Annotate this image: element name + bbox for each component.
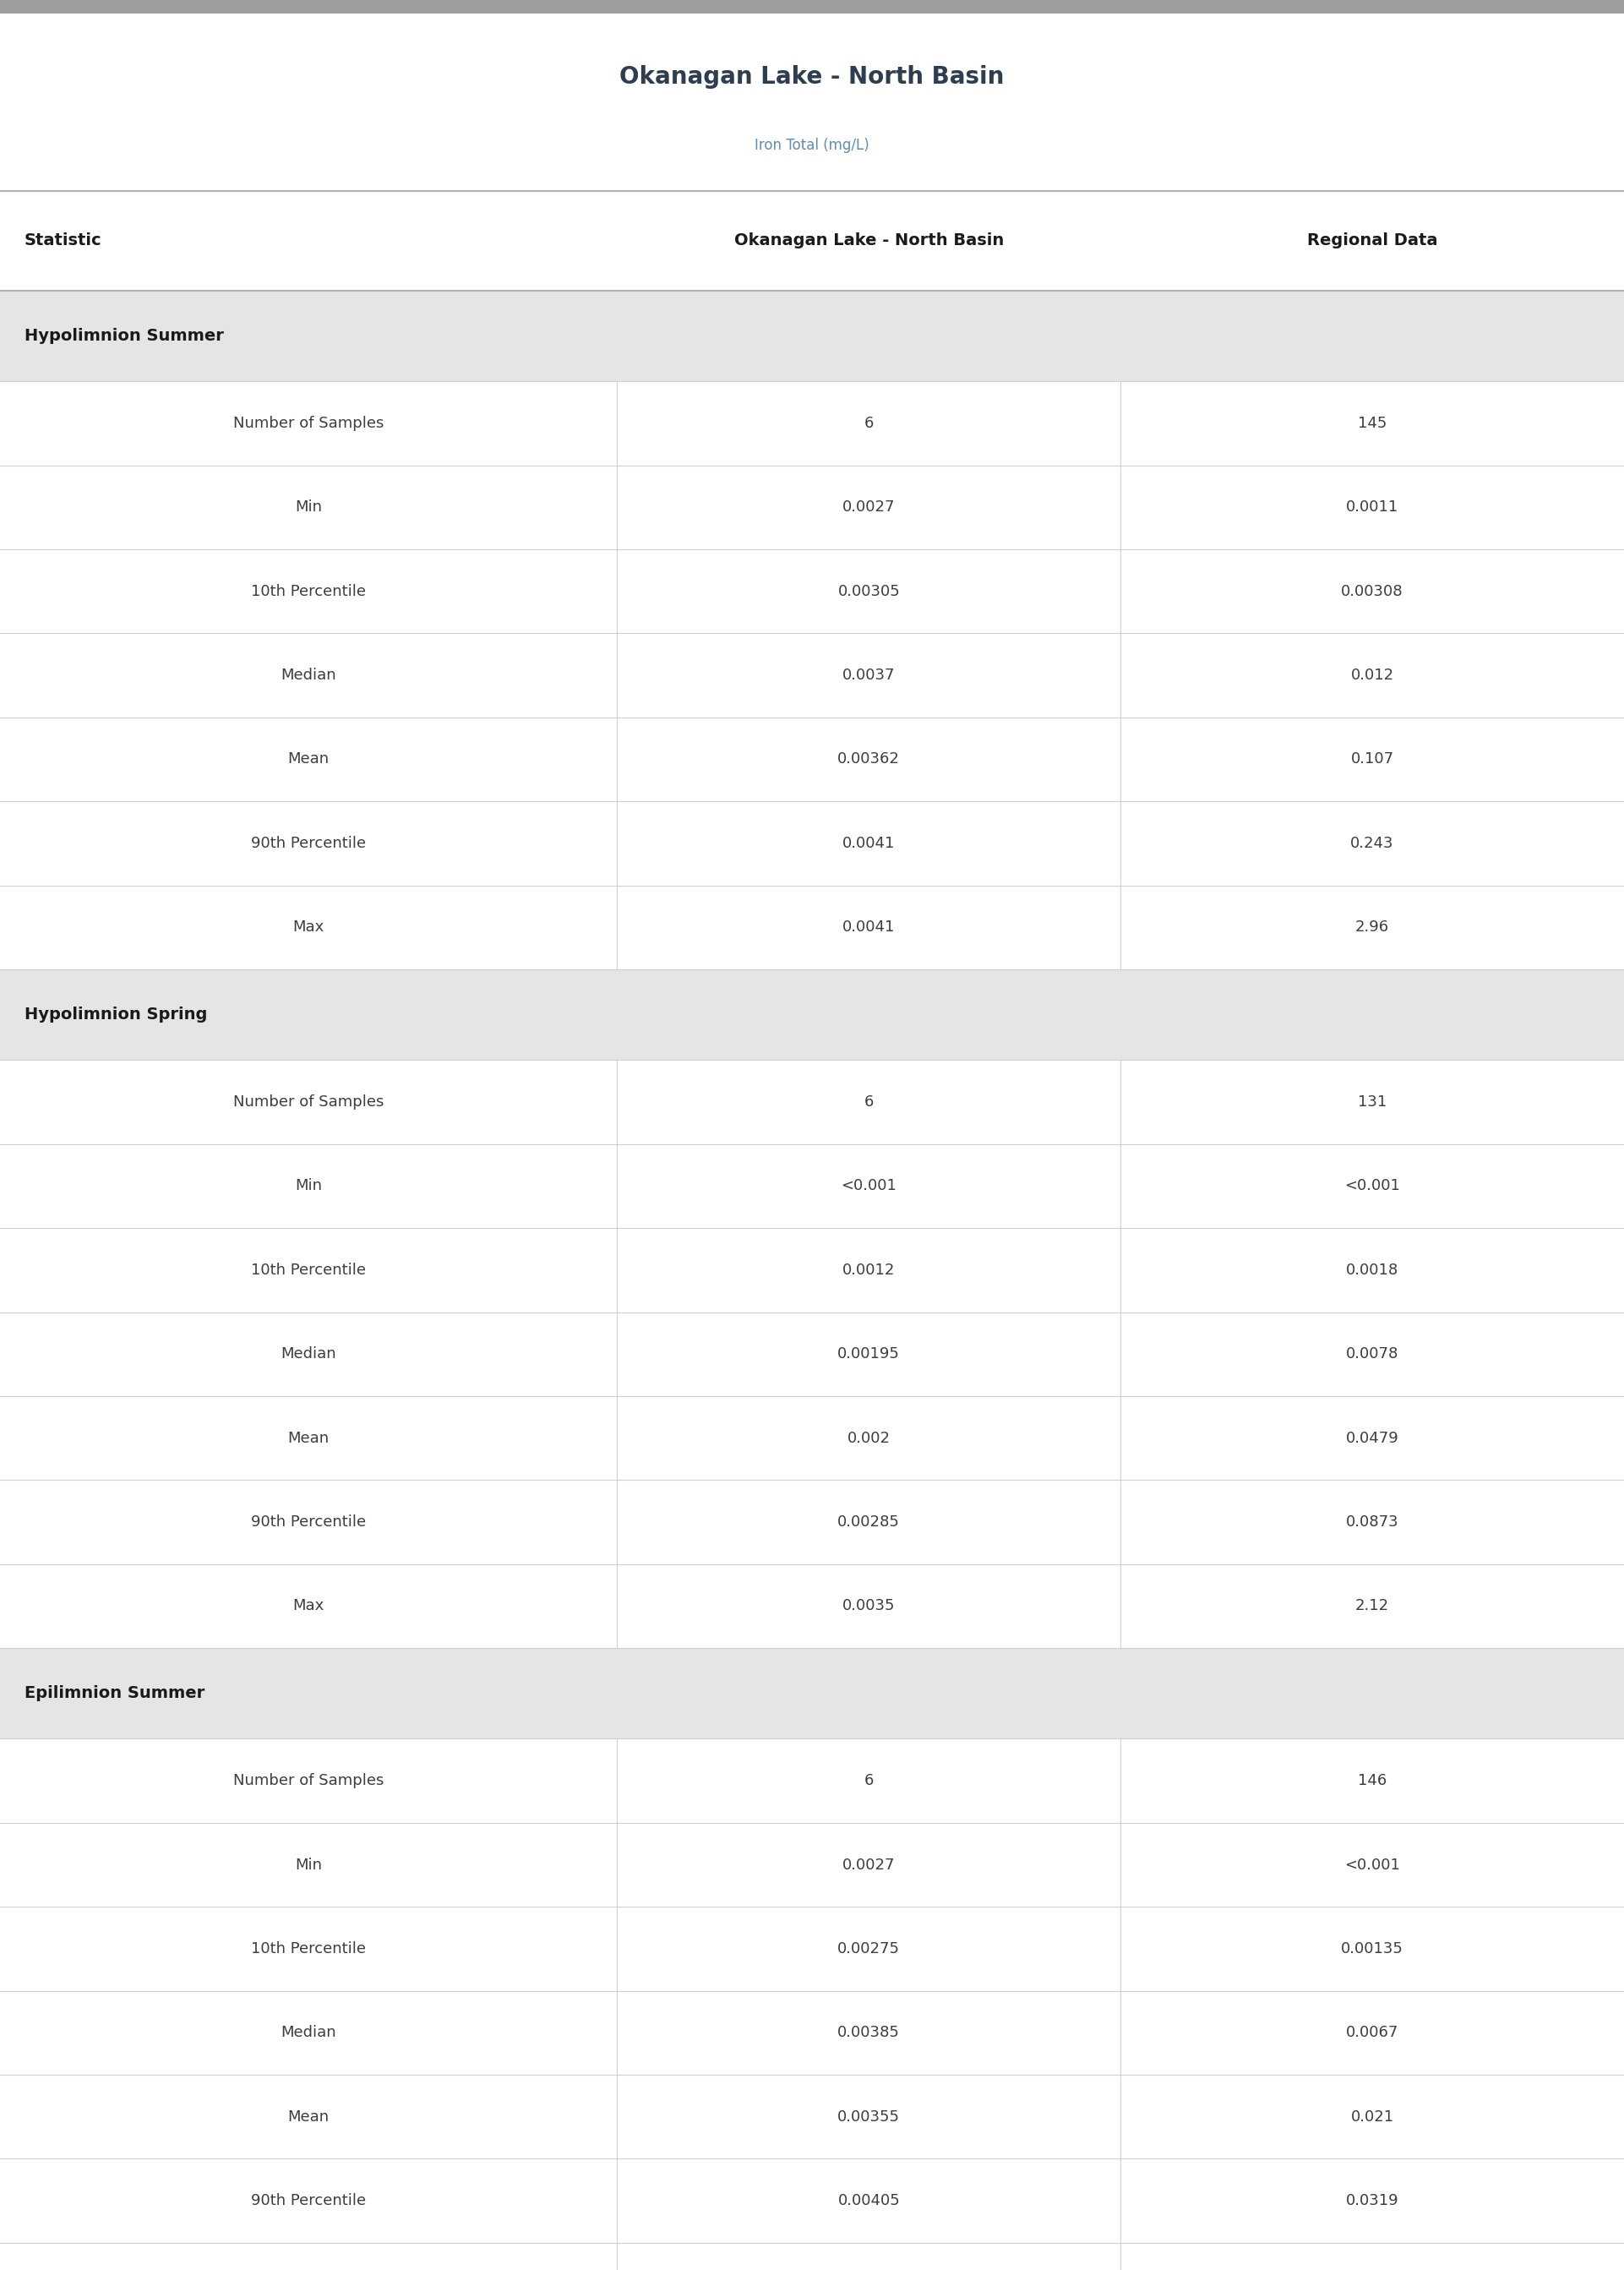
Text: 0.002: 0.002 [848, 1430, 890, 1446]
Text: Max: Max [292, 1598, 325, 1614]
Text: 6: 6 [864, 1773, 874, 1789]
Text: Okanagan Lake - North Basin: Okanagan Lake - North Basin [734, 232, 1004, 250]
Text: 2.12: 2.12 [1356, 1598, 1389, 1614]
Text: 0.0012: 0.0012 [843, 1262, 895, 1278]
Text: 6: 6 [864, 415, 874, 431]
Text: 6: 6 [864, 1094, 874, 1110]
Text: 0.00305: 0.00305 [838, 583, 900, 599]
Text: 0.0479: 0.0479 [1346, 1430, 1398, 1446]
Text: Mean: Mean [287, 751, 330, 767]
Text: <0.001: <0.001 [1345, 1178, 1400, 1194]
Text: Min: Min [296, 1178, 322, 1194]
Text: Regional Data: Regional Data [1307, 232, 1437, 250]
Text: Epilimnion Summer: Epilimnion Summer [24, 1684, 205, 1702]
Text: Median: Median [281, 2025, 336, 2041]
Text: 145: 145 [1358, 415, 1387, 431]
Text: 10th Percentile: 10th Percentile [252, 1262, 365, 1278]
Text: 0.243: 0.243 [1351, 835, 1393, 851]
Text: 0.00135: 0.00135 [1341, 1941, 1403, 1957]
Text: <0.001: <0.001 [1345, 1857, 1400, 1873]
Text: 10th Percentile: 10th Percentile [252, 583, 365, 599]
Text: 0.0027: 0.0027 [843, 499, 895, 515]
Text: <0.001: <0.001 [841, 1178, 896, 1194]
Text: Max: Max [292, 919, 325, 935]
Text: Min: Min [296, 499, 322, 515]
Text: 0.00385: 0.00385 [838, 2025, 900, 2041]
Text: 0.0041: 0.0041 [843, 835, 895, 851]
Text: 0.107: 0.107 [1351, 751, 1393, 767]
Text: 0.0873: 0.0873 [1346, 1514, 1398, 1530]
Bar [0, 0, 1624, 14]
Text: Mean: Mean [287, 1430, 330, 1446]
Text: 0.012: 0.012 [1351, 667, 1393, 683]
Text: 0.00195: 0.00195 [838, 1346, 900, 1362]
Text: Statistic: Statistic [24, 232, 102, 250]
Text: 0.0319: 0.0319 [1346, 2193, 1398, 2209]
Bar [0, 1648, 1624, 1739]
Text: 0.0041: 0.0041 [843, 919, 895, 935]
Text: Number of Samples: Number of Samples [234, 415, 383, 431]
Text: 146: 146 [1358, 1773, 1387, 1789]
Text: 0.0078: 0.0078 [1346, 1346, 1398, 1362]
Text: Median: Median [281, 1346, 336, 1362]
Text: Okanagan Lake - North Basin: Okanagan Lake - North Basin [620, 66, 1004, 89]
Text: 0.00355: 0.00355 [838, 2109, 900, 2125]
Text: 0.0011: 0.0011 [1346, 499, 1398, 515]
Text: 90th Percentile: 90th Percentile [252, 2193, 365, 2209]
Text: 0.021: 0.021 [1351, 2109, 1393, 2125]
Text: Hypolimnion Spring: Hypolimnion Spring [24, 1006, 208, 1024]
Text: Number of Samples: Number of Samples [234, 1094, 383, 1110]
Text: 0.0027: 0.0027 [843, 1857, 895, 1873]
Text: Number of Samples: Number of Samples [234, 1773, 383, 1789]
Bar [0, 969, 1624, 1060]
Text: Min: Min [296, 1857, 322, 1873]
Text: 131: 131 [1358, 1094, 1387, 1110]
Text: 0.00275: 0.00275 [838, 1941, 900, 1957]
Text: 0.00285: 0.00285 [838, 1514, 900, 1530]
Text: 0.0018: 0.0018 [1346, 1262, 1398, 1278]
Bar [0, 291, 1624, 381]
Text: 0.0067: 0.0067 [1346, 2025, 1398, 2041]
Text: 0.0037: 0.0037 [843, 667, 895, 683]
Text: 0.00308: 0.00308 [1341, 583, 1403, 599]
Text: 0.00405: 0.00405 [838, 2193, 900, 2209]
Text: 90th Percentile: 90th Percentile [252, 835, 365, 851]
Text: Median: Median [281, 667, 336, 683]
Text: Mean: Mean [287, 2109, 330, 2125]
Text: 10th Percentile: 10th Percentile [252, 1941, 365, 1957]
Text: 2.96: 2.96 [1356, 919, 1389, 935]
Text: 0.00362: 0.00362 [838, 751, 900, 767]
Text: 90th Percentile: 90th Percentile [252, 1514, 365, 1530]
Text: Hypolimnion Summer: Hypolimnion Summer [24, 327, 224, 345]
Text: Iron Total (mg/L): Iron Total (mg/L) [755, 138, 869, 152]
Text: 0.0035: 0.0035 [843, 1598, 895, 1614]
